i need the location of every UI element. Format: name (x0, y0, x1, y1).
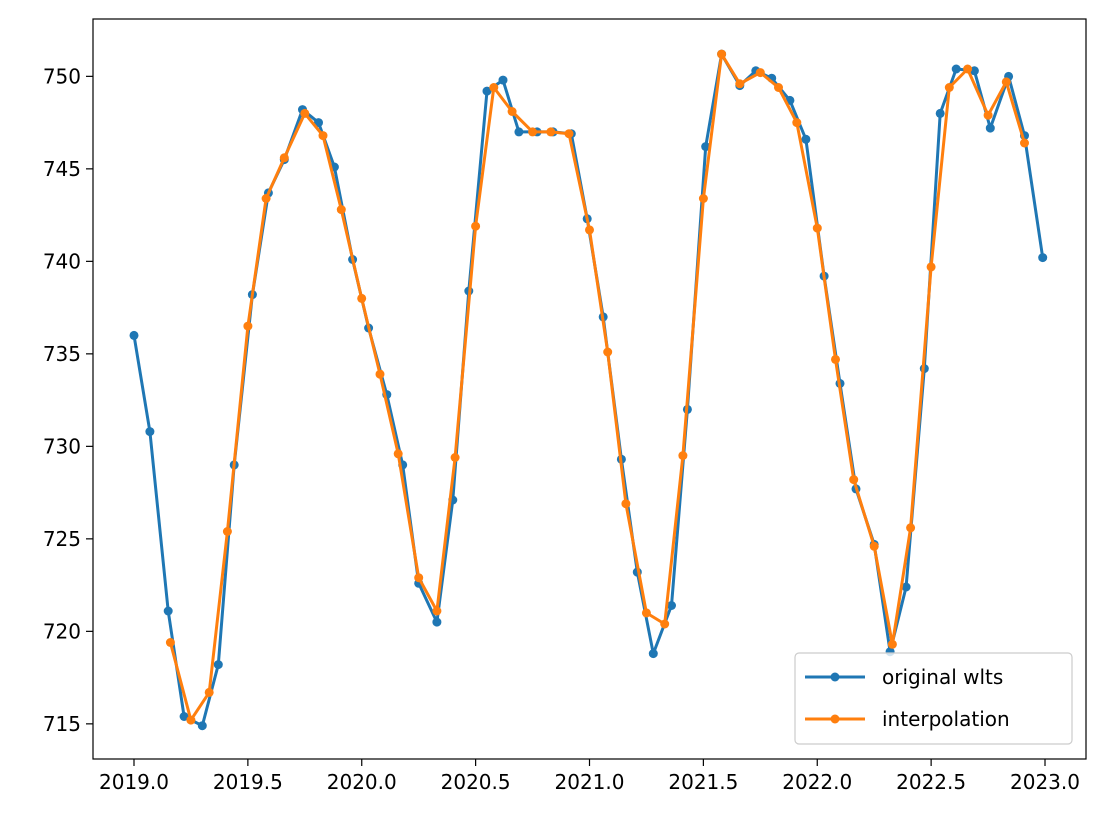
legend-marker-original-wlts (830, 672, 840, 682)
data-point-interpolation (585, 225, 594, 235)
data-point-interpolation (300, 108, 310, 118)
data-point-original-wlts (129, 330, 139, 340)
legend-label-original-wlts: original wlts (882, 665, 1003, 689)
y-tick-label: 720 (43, 619, 81, 643)
y-tick-label: 715 (43, 712, 81, 736)
x-axis: 2019.0 2019.5 2020.0 2020.5 2021.0 2021.5 2022… (99, 759, 1080, 794)
y-tick-label: 750 (43, 64, 81, 88)
data-point-interpolation (546, 127, 556, 137)
data-point-interpolation (1001, 77, 1011, 87)
data-point-interpolation (641, 608, 651, 618)
x-tick-label: 2022.0 (782, 770, 852, 794)
data-point-interpolation (471, 221, 481, 231)
data-point-interpolation (204, 687, 214, 697)
data-point-interpolation (222, 527, 232, 536)
y-axis: 715 720 725 730 735 740 745 750 (43, 64, 93, 736)
data-point-original-wlts (482, 86, 492, 96)
series-interpolation (165, 49, 1029, 725)
data-point-original-wlts (314, 118, 323, 128)
data-point-interpolation (432, 606, 442, 616)
data-point-interpolation (318, 131, 328, 141)
data-point-original-wlts (213, 660, 223, 670)
data-point-original-wlts (145, 427, 155, 437)
data-point-interpolation (983, 110, 993, 120)
x-tick-label: 2019.0 (99, 770, 169, 794)
x-tick-label: 2019.5 (213, 770, 283, 794)
data-point-interpolation (279, 153, 289, 163)
data-point-interpolation (869, 541, 879, 551)
data-point-interpolation (450, 453, 460, 462)
series-line-interpolation (168, 52, 1026, 722)
data-point-interpolation (393, 449, 403, 459)
data-point-original-wlts (701, 142, 711, 152)
data-point-interpolation (735, 79, 745, 89)
data-point-interpolation (243, 321, 253, 331)
y-tick-label: 730 (43, 434, 81, 458)
data-point-original-wlts (648, 649, 658, 659)
data-point-original-wlts (935, 108, 945, 118)
data-point-interpolation (564, 129, 574, 139)
data-point-original-wlts (498, 75, 508, 85)
data-point-interpolation (261, 194, 271, 203)
data-point-interpolation (603, 347, 613, 357)
legend-label-interpolation: interpolation (882, 707, 1010, 731)
legend-marker-interpolation (830, 714, 840, 724)
data-point-interpolation (926, 262, 936, 272)
data-point-interpolation (963, 64, 973, 74)
legend: original wlts interpolation (794, 652, 1073, 745)
data-point-original-wlts (969, 66, 979, 76)
x-tick-label: 2020.0 (327, 770, 397, 794)
data-point-original-wlts (179, 712, 189, 721)
x-tick-label: 2021.0 (555, 770, 625, 794)
series-layer (129, 49, 1048, 731)
data-point-interpolation (812, 223, 822, 233)
x-tick-label: 2022.5 (896, 770, 966, 794)
data-point-interpolation (678, 451, 688, 461)
data-point-original-wlts (985, 123, 995, 133)
y-tick-label: 725 (43, 527, 81, 551)
data-point-interpolation (165, 638, 175, 647)
data-point-interpolation (375, 369, 385, 379)
data-point-interpolation (831, 354, 840, 364)
data-point-original-wlts (667, 601, 676, 610)
data-point-original-wlts (197, 721, 207, 731)
data-point-interpolation (849, 475, 859, 485)
data-point-original-wlts (901, 582, 911, 592)
data-point-interpolation (944, 83, 954, 92)
data-point-original-wlts (163, 606, 173, 616)
data-point-interpolation (489, 83, 499, 92)
data-point-interpolation (357, 293, 367, 303)
y-tick-label: 740 (43, 249, 81, 273)
data-point-interpolation (186, 715, 196, 725)
data-point-interpolation (755, 68, 765, 78)
data-point-interpolation (1020, 138, 1029, 148)
data-point-interpolation (414, 573, 424, 583)
data-point-original-wlts (951, 64, 961, 74)
data-point-interpolation (698, 194, 708, 203)
data-point-original-wlts (514, 127, 524, 137)
data-point-interpolation (660, 619, 670, 629)
x-tick-label: 2023.0 (1010, 770, 1080, 794)
data-point-interpolation (528, 127, 538, 137)
data-point-interpolation (507, 107, 517, 116)
data-point-interpolation (887, 639, 897, 649)
data-point-original-wlts (801, 134, 811, 144)
data-point-interpolation (336, 205, 346, 215)
data-point-original-wlts (432, 617, 442, 627)
x-tick-label: 2021.5 (668, 770, 738, 794)
data-point-interpolation (906, 523, 916, 533)
x-tick-label: 2020.5 (441, 770, 511, 794)
data-point-interpolation (792, 118, 802, 128)
data-point-original-wlts (1038, 253, 1048, 263)
data-point-interpolation (621, 499, 631, 509)
data-point-interpolation (774, 83, 783, 92)
y-tick-label: 735 (43, 342, 81, 366)
data-point-interpolation (717, 49, 727, 59)
y-tick-label: 745 (43, 157, 81, 181)
